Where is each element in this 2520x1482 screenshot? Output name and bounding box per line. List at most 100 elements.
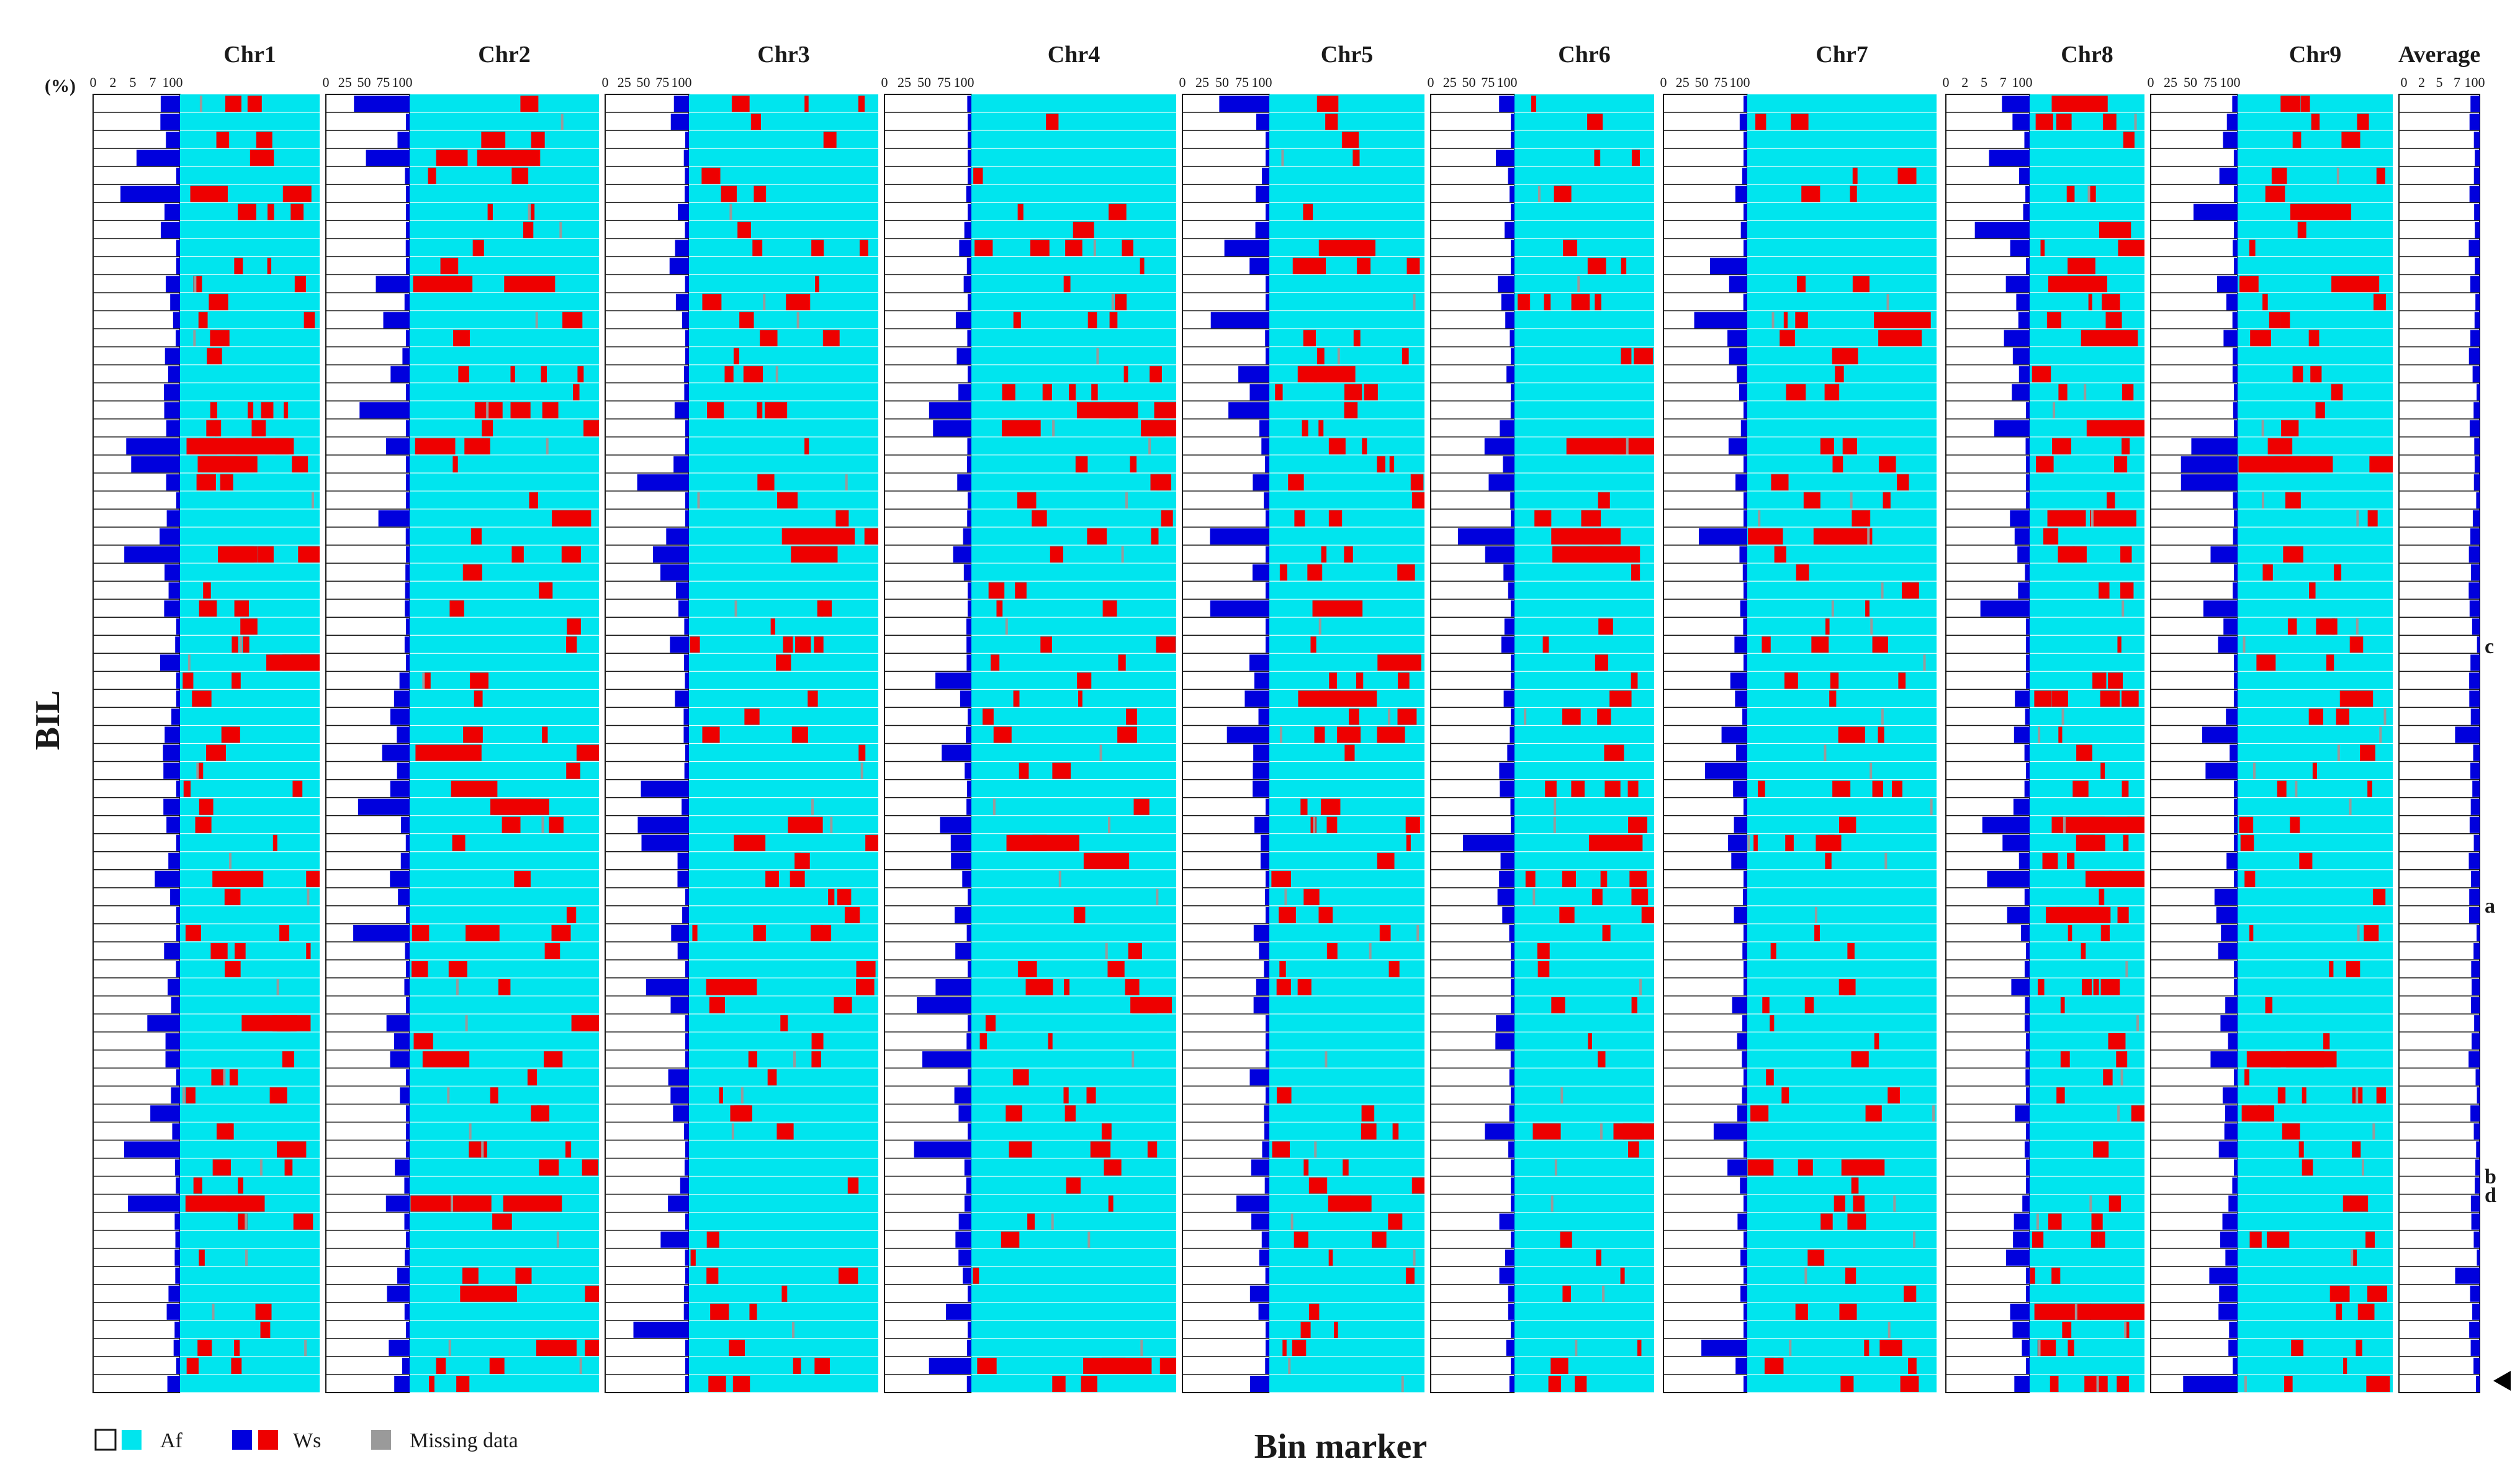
introgression-bar <box>402 348 410 364</box>
panel-title-chr8: Chr8 <box>2061 42 2113 68</box>
average-bar <box>2455 726 2480 743</box>
panel-tick-label: 50 <box>1462 75 1476 90</box>
ws-segment <box>1834 1195 1845 1212</box>
missing-data-mark <box>194 276 197 292</box>
introgression-bar <box>176 168 180 184</box>
introgression-bar <box>1457 528 1514 545</box>
introgression-bar <box>683 150 689 166</box>
missing-data-mark <box>1870 762 1873 779</box>
ws-segment <box>1631 997 1637 1014</box>
ws-segment <box>1046 114 1059 130</box>
ws-segment <box>1548 1375 1562 1392</box>
ws-segment <box>1133 798 1150 815</box>
introgression-bar <box>166 816 180 833</box>
introgression-bar <box>966 636 971 653</box>
ws-segment <box>1851 1051 1869 1068</box>
introgression-bar <box>1994 420 2030 436</box>
ws-segment <box>1075 456 1088 472</box>
ws-segment <box>724 366 734 382</box>
average-bar <box>2477 384 2480 400</box>
introgression-bar <box>945 1303 971 1320</box>
ws-segment <box>2108 1033 2125 1050</box>
ws-segment <box>2126 420 2144 436</box>
ws-segment <box>2097 906 2111 923</box>
average-bar <box>2472 780 2480 797</box>
introgression-bar <box>1744 870 1747 887</box>
panel-tick-label: 25 <box>898 75 911 90</box>
ws-segment <box>780 1015 788 1032</box>
missing-data-mark <box>2120 1069 2123 1086</box>
ws-segment <box>1832 780 1851 797</box>
average-bar <box>2455 1267 2480 1284</box>
missing-data-mark <box>456 979 459 996</box>
ws-segment <box>977 1357 997 1374</box>
ws-segment <box>436 150 468 166</box>
introgression-bar <box>404 1213 410 1230</box>
ws-segment <box>2240 834 2254 851</box>
ws-segment <box>2257 1105 2274 1122</box>
y-axis-label: BIL <box>29 690 67 751</box>
ws-segment <box>2367 1285 2387 1302</box>
introgression-bar <box>1265 456 1269 472</box>
ws-segment <box>1288 474 1304 490</box>
introgression-bar <box>1744 1267 1747 1284</box>
ws-segment <box>1853 1195 1865 1212</box>
introgression-bar <box>1511 708 1514 725</box>
ws-segment <box>2122 780 2129 797</box>
introgression-bar <box>678 600 689 617</box>
panel-tick-label: 100 <box>1252 75 1272 90</box>
introgression-bar <box>1511 672 1514 689</box>
missing-data-mark <box>2038 1339 2041 1356</box>
introgression-bar <box>965 762 971 779</box>
ws-segment <box>304 312 315 328</box>
introgression-bar <box>1511 240 1514 256</box>
ws-segment <box>1634 348 1654 364</box>
missing-data-mark <box>2357 924 2360 941</box>
introgression-bar <box>1266 348 1269 364</box>
ws-segment <box>582 1159 598 1176</box>
ws-segment <box>1151 528 1159 545</box>
introgression-bar <box>1266 1015 1269 1032</box>
introgression-bar <box>1511 510 1514 526</box>
ws-segment <box>2316 618 2335 635</box>
introgression-bar <box>2224 1123 2238 1140</box>
missing-data-mark <box>2090 510 2094 526</box>
introgression-bar <box>2218 1303 2238 1320</box>
introgression-bar <box>1265 888 1269 905</box>
introgression-bar <box>1735 690 1747 707</box>
introgression-bar <box>1744 1303 1747 1320</box>
missing-data-mark <box>1052 420 1055 436</box>
legend-af-label: Af <box>160 1429 183 1452</box>
ws-segment <box>1851 1177 1859 1194</box>
introgression-bar <box>966 1375 971 1392</box>
introgression-bar <box>2234 961 2238 978</box>
panel-tick-label: 25 <box>618 75 631 90</box>
ws-segment <box>193 1177 202 1194</box>
average-bar <box>2470 564 2480 581</box>
ws-segment <box>1766 1069 1774 1086</box>
introgression-bar <box>2218 942 2238 959</box>
ws-segment <box>1587 114 1603 130</box>
ws-segment <box>306 942 311 959</box>
missing-data-mark <box>2096 1375 2099 1392</box>
ws-segment <box>2086 870 2112 887</box>
introgression-bar <box>161 222 180 238</box>
ws-segment <box>858 96 865 112</box>
introgression-bar <box>2225 1105 2238 1122</box>
ws-segment <box>1609 690 1614 707</box>
ws-segment <box>422 1051 443 1068</box>
missing-data-mark <box>792 1321 795 1338</box>
introgression-bar <box>2233 1357 2238 1374</box>
ws-segment <box>2062 1321 2072 1338</box>
ws-segment <box>2051 1267 2061 1284</box>
average-bar <box>2475 1069 2480 1086</box>
introgression-bar <box>2014 1213 2030 1230</box>
introgression-bar <box>1744 492 1747 508</box>
ws-segment <box>1825 618 1830 635</box>
introgression-bar <box>685 492 689 508</box>
introgression-bar <box>2233 528 2238 545</box>
introgression-bar <box>176 1177 180 1194</box>
ws-segment <box>1017 204 1024 220</box>
introgression-bar <box>1499 1213 1514 1230</box>
ws-segment <box>1562 870 1576 887</box>
